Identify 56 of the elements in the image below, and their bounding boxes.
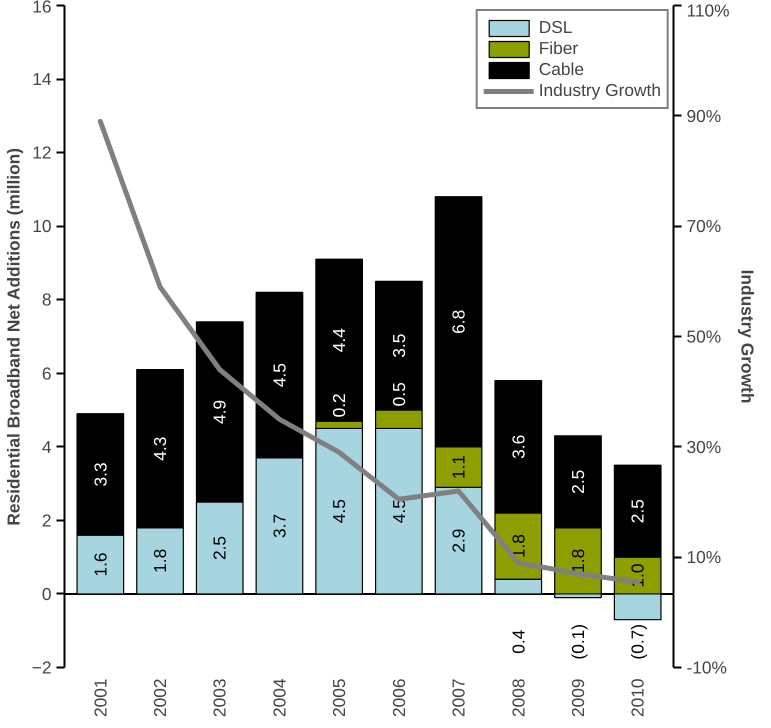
data-label: 0.5 — [388, 382, 409, 406]
y-tick-label: 14 — [32, 69, 52, 90]
x-tick-label: 2009 — [568, 678, 588, 718]
y2-tick-label: -10% — [686, 658, 727, 678]
x-tick-label: 2006 — [388, 678, 409, 718]
legend-label: Fiber — [538, 38, 578, 59]
data-label: 1.8 — [150, 548, 170, 573]
y2-tick-label: 10% — [686, 547, 722, 568]
x-tick-label: 2002 — [150, 678, 170, 718]
data-label: 4.5 — [329, 499, 350, 524]
y-tick-label: −2 — [32, 658, 52, 678]
y-tick-label: 12 — [32, 142, 52, 163]
data-label: 2.5 — [210, 536, 230, 560]
x-tick-label: 2010 — [628, 678, 648, 718]
data-label: 4.4 — [329, 328, 350, 352]
y-tick-label: 16 — [32, 0, 52, 16]
y2-tick-label: 90% — [686, 106, 722, 126]
y-tick-label: 10 — [32, 216, 52, 236]
data-label: 1.8 — [568, 548, 588, 573]
data-label: 2.5 — [568, 470, 588, 494]
x-tick-label: 2004 — [269, 678, 290, 718]
y2-tick-label: 70% — [686, 216, 722, 236]
data-label: 2.9 — [448, 528, 469, 553]
y-axis-title: Residential Broadband Net Additions (million) — [4, 148, 24, 526]
x-tick-label: 2001 — [90, 678, 110, 718]
data-label: 4.5 — [269, 363, 290, 388]
data-label: 6.8 — [448, 310, 469, 334]
data-label: (0.1) — [568, 624, 588, 660]
y-tick-label: 6 — [42, 363, 52, 384]
x-tick-label: 2007 — [448, 678, 469, 718]
data-label: 0.2 — [329, 393, 350, 418]
y2-tick-label: 110% — [686, 0, 730, 20]
data-label: 3.6 — [508, 434, 528, 459]
x-tick-label: 2003 — [210, 678, 230, 718]
data-label: 2.5 — [628, 499, 648, 524]
legend-label: Cable — [538, 59, 584, 80]
x-tick-label: 2008 — [508, 678, 528, 718]
y2-axis-title: Industry Growth — [738, 270, 758, 404]
legend-label: DSL — [538, 17, 572, 38]
y2-tick-label: 30% — [686, 436, 722, 457]
x-tick-label: 2005 — [329, 678, 350, 718]
legend-label: Industry Growth — [538, 80, 661, 101]
data-label: 3.3 — [90, 462, 110, 486]
data-label: 0.4 — [508, 629, 528, 654]
data-label: 3.5 — [388, 334, 409, 358]
data-label: 1.6 — [90, 552, 110, 577]
data-label: (0.7) — [628, 624, 648, 660]
data-label: 1.1 — [448, 455, 469, 480]
data-label: 4.9 — [210, 400, 230, 424]
y-tick-label: 0 — [42, 584, 52, 604]
data-label: 4.3 — [150, 436, 170, 461]
y2-tick-label: 50% — [686, 326, 722, 346]
y-tick-label: 8 — [42, 290, 52, 310]
y-tick-label: 2 — [42, 510, 52, 530]
data-label: 3.7 — [269, 514, 290, 538]
y-tick-label: 4 — [42, 436, 52, 457]
